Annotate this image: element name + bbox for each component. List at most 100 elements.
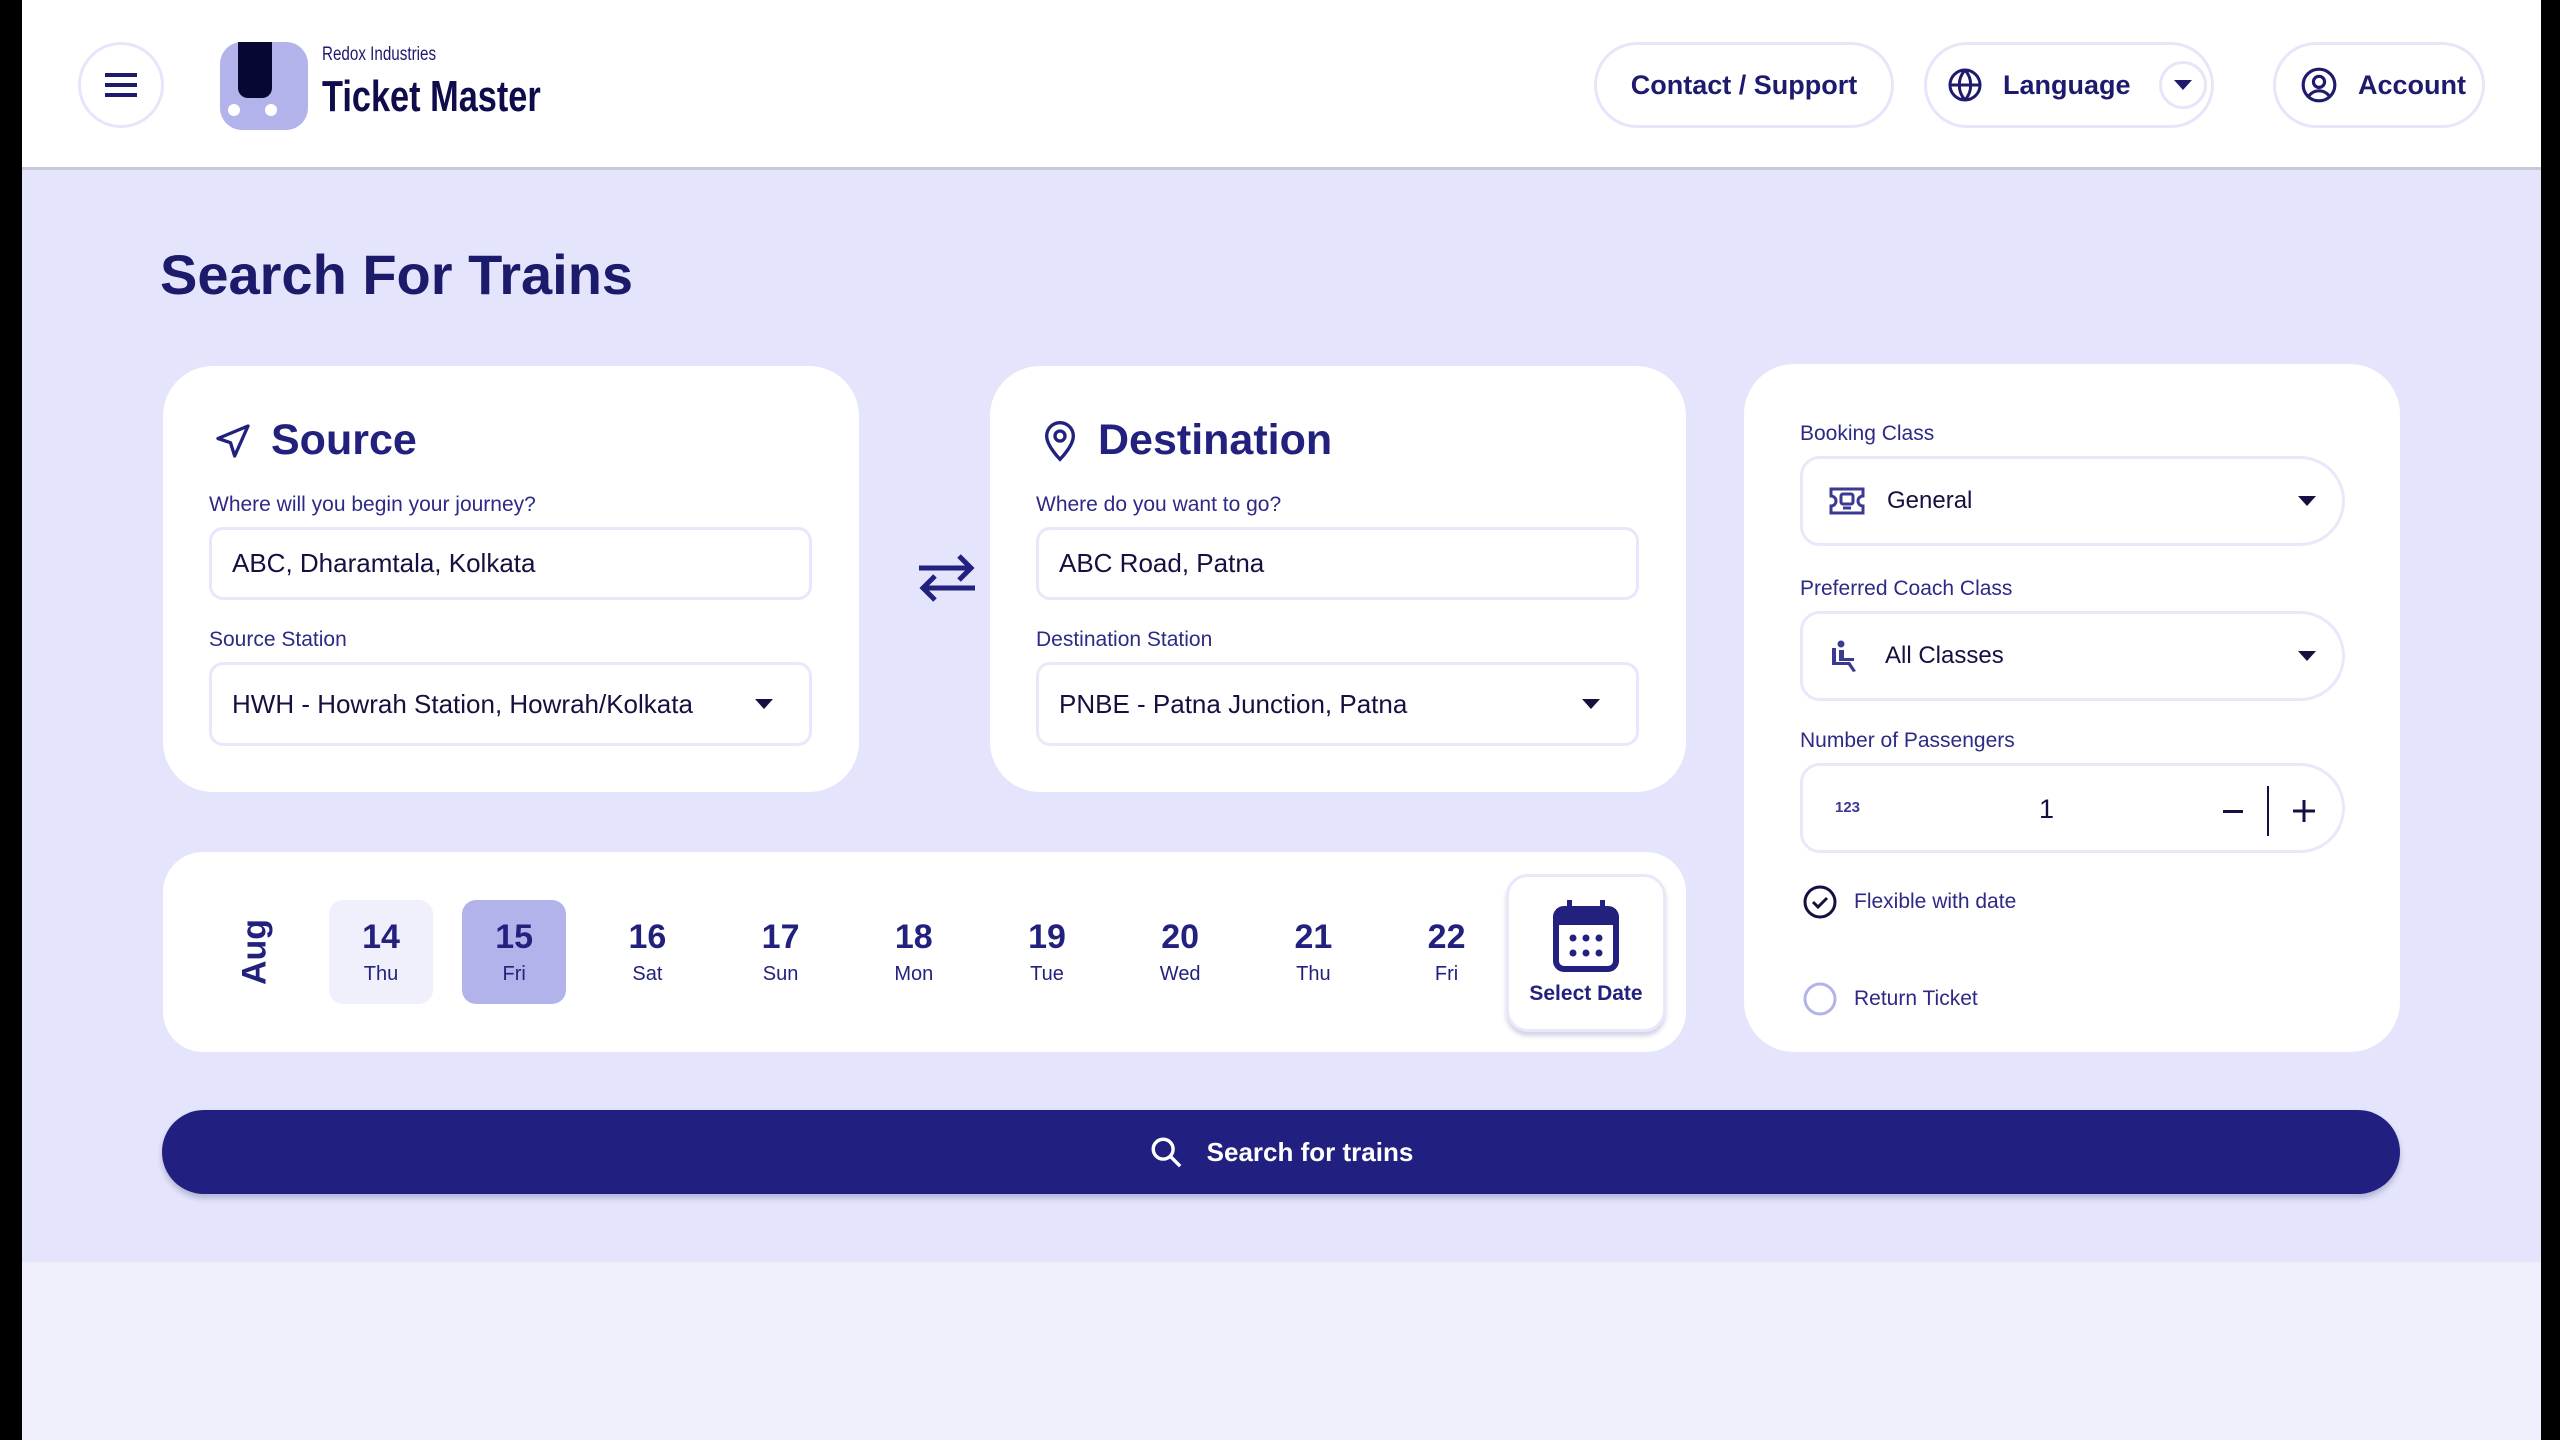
day-number: 22 — [1427, 918, 1466, 956]
language-button[interactable]: Language — [1924, 42, 2214, 128]
date-22[interactable]: 22 Fri — [1395, 900, 1499, 1004]
destination-card: Destination Where do you want to go? ABC… — [990, 366, 1686, 792]
date-19[interactable]: 19 Tue — [995, 900, 1099, 1004]
options-card: Booking Class General Preferred Coach Cl… — [1744, 364, 2400, 1052]
date-15[interactable]: 15 Fri — [462, 900, 567, 1004]
destination-location-input[interactable]: ABC Road, Patna — [1036, 527, 1639, 600]
return-ticket-label: Return Ticket — [1854, 987, 1978, 1010]
select-date-label: Select Date — [1529, 982, 1643, 1005]
coach-class-select[interactable]: All Classes — [1800, 611, 2345, 701]
source-title: Source — [271, 416, 417, 464]
language-label: Language — [2003, 69, 2131, 100]
source-location-input[interactable]: ABC, Dharamtala, Kolkata — [209, 527, 812, 600]
booking-class-label: Booking Class — [1800, 422, 1935, 445]
account-label: Account — [2358, 69, 2466, 100]
destination-location-value: ABC Road, Patna — [1059, 548, 1265, 578]
destination-station-label: Destination Station — [1036, 628, 1213, 651]
booking-class-value: General — [1887, 487, 1973, 514]
dropdown-arrow-icon — [2298, 496, 2316, 506]
calendar-icon — [1553, 900, 1619, 972]
passengers-stepper[interactable]: 123 1 — [1800, 763, 2345, 853]
date-17[interactable]: 17 Sun — [729, 900, 833, 1004]
destination-station-select[interactable]: PNBE - Patna Junction, Patna — [1036, 662, 1639, 746]
main: Search For Trains Source Where will you … — [22, 170, 2541, 1262]
contact-label: Contact / Support — [1630, 69, 1858, 100]
empty-circle-icon — [1803, 982, 1837, 1016]
dropdown-arrow-icon — [2298, 651, 2316, 661]
page: Redox Industries Ticket Master Contact /… — [22, 0, 2541, 1440]
source-card: Source Where will you begin your journey… — [163, 366, 859, 792]
source-location-value: ABC, Dharamtala, Kolkata — [232, 548, 536, 578]
weekday: Sat — [632, 963, 663, 985]
app-name: Ticket Master — [322, 72, 541, 121]
company-name: Redox Industries — [322, 44, 437, 65]
day-number: 19 — [1028, 918, 1066, 956]
seat-icon — [1832, 640, 1856, 672]
destination-prompt-label: Where do you want to go? — [1036, 493, 1282, 516]
weekday: Fri — [502, 963, 526, 985]
weekday: Thu — [1296, 963, 1331, 985]
return-ticket-radio[interactable]: Return Ticket — [1802, 981, 1978, 1017]
flexible-date-checkbox[interactable]: Flexible with date — [1802, 884, 2016, 920]
day-number: 20 — [1161, 918, 1200, 956]
day-number: 16 — [628, 918, 667, 956]
date-strip: Aug 14 Thu 15 Fri 16 Sat 17 Sun 18 Mon 19 Tue 20 Wed 2… — [163, 852, 1686, 1052]
navigation-arrow-icon — [216, 423, 250, 458]
date-20[interactable]: 20 Wed — [1128, 900, 1232, 1004]
search-icon — [1151, 1137, 1182, 1168]
day-number: 15 — [495, 918, 534, 956]
destination-station-value: PNBE - Patna Junction, Patna — [1059, 688, 1408, 719]
source-station-select[interactable]: HWH - Howrah Station, Howrah/Kolkata — [209, 662, 812, 746]
day-number: 17 — [761, 918, 800, 956]
account-button[interactable]: Account — [2273, 42, 2485, 128]
date-16[interactable]: 16 Sat — [595, 900, 699, 1004]
flexible-date-label: Flexible with date — [1854, 890, 2017, 913]
month-label: Aug — [235, 918, 274, 986]
destination-title: Destination — [1098, 416, 1333, 464]
dropdown-arrow-icon — [1582, 699, 1600, 709]
passengers-value: 1 — [2039, 794, 2055, 824]
weekday: Wed — [1159, 963, 1201, 985]
weekday: Tue — [1030, 963, 1064, 985]
header: Redox Industries Ticket Master Contact /… — [22, 0, 2541, 170]
decrement-button[interactable] — [2223, 810, 2243, 813]
search-button-label: Search for trains — [1206, 1136, 1414, 1167]
location-pin-icon — [1044, 420, 1076, 462]
source-station-value: HWH - Howrah Station, Howrah/Kolkata — [232, 688, 693, 719]
date-23[interactable]: 23Sat — [1675, 900, 1686, 1004]
source-station-label: Source Station — [209, 628, 347, 651]
coach-class-label: Preferred Coach Class — [1800, 577, 2013, 600]
destination-heading: Destination — [1040, 416, 1332, 465]
increment-button[interactable] — [2293, 800, 2315, 822]
contact-support-button[interactable]: Contact / Support — [1594, 42, 1894, 128]
hamburger-icon — [105, 73, 137, 97]
day-number: 14 — [362, 918, 400, 956]
source-heading: Source — [213, 416, 417, 465]
day-number: 21 — [1294, 918, 1333, 956]
search-trains-button[interactable]: Search for trains — [162, 1110, 2400, 1194]
weekday: Mon — [894, 963, 934, 985]
source-prompt-label: Where will you begin your journey? — [209, 493, 536, 516]
weekday: Sun — [762, 963, 799, 985]
stepper-divider — [2267, 786, 2269, 836]
date-18[interactable]: 18 Mon — [862, 900, 966, 1004]
coach-class-value: All Classes — [1885, 642, 2004, 669]
chevron-down-icon — [2158, 61, 2207, 109]
weekday: Fri — [1434, 963, 1459, 985]
date-21[interactable]: 21 Thu — [1261, 900, 1365, 1004]
day-number: 18 — [894, 918, 933, 956]
check-circle-icon — [1803, 885, 1837, 919]
account-circle-icon — [2301, 67, 2337, 103]
date-14[interactable]: 14 Thu — [329, 900, 433, 1004]
dropdown-arrow-icon — [755, 699, 773, 709]
booking-class-select[interactable]: General — [1800, 456, 2345, 546]
numbers-icon: 123 — [1835, 799, 1861, 816]
page-title: Search For Trains — [160, 243, 634, 306]
swap-button[interactable] — [917, 552, 977, 604]
menu-button[interactable] — [78, 42, 164, 128]
logo-train-icon — [220, 42, 308, 130]
passengers-label: Number of Passengers — [1800, 729, 2015, 752]
select-date-button[interactable]: Select Date — [1506, 874, 1666, 1032]
globe-icon — [1948, 68, 1982, 102]
weekday: Thu — [363, 963, 399, 985]
